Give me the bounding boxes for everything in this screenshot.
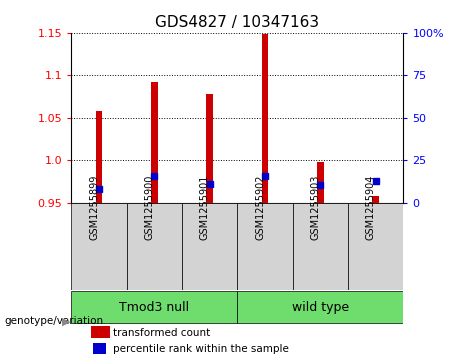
Text: transformed count: transformed count bbox=[113, 328, 210, 338]
Bar bbox=[93, 343, 106, 354]
Bar bbox=[262, 34, 268, 203]
Text: genotype/variation: genotype/variation bbox=[5, 316, 104, 326]
Bar bbox=[207, 94, 213, 203]
Bar bbox=[96, 111, 102, 203]
Bar bbox=[151, 82, 158, 203]
FancyBboxPatch shape bbox=[127, 203, 182, 290]
Title: GDS4827 / 10347163: GDS4827 / 10347163 bbox=[155, 15, 319, 30]
Text: GSM1255904: GSM1255904 bbox=[366, 174, 376, 240]
Text: GSM1255901: GSM1255901 bbox=[200, 174, 210, 240]
FancyBboxPatch shape bbox=[348, 203, 403, 290]
Text: GSM1255899: GSM1255899 bbox=[89, 174, 99, 240]
Text: wild type: wild type bbox=[292, 301, 349, 314]
Text: GSM1255903: GSM1255903 bbox=[310, 174, 320, 240]
Text: percentile rank within the sample: percentile rank within the sample bbox=[113, 344, 289, 354]
FancyBboxPatch shape bbox=[71, 203, 127, 290]
FancyBboxPatch shape bbox=[71, 291, 237, 323]
Text: ▶: ▶ bbox=[62, 316, 71, 326]
FancyBboxPatch shape bbox=[182, 203, 237, 290]
Text: GSM1255900: GSM1255900 bbox=[144, 174, 154, 240]
Bar bbox=[372, 196, 379, 203]
Bar bbox=[317, 162, 324, 203]
FancyBboxPatch shape bbox=[237, 291, 403, 323]
Bar bbox=[91, 326, 110, 338]
Text: GSM1255902: GSM1255902 bbox=[255, 174, 265, 240]
Text: Tmod3 null: Tmod3 null bbox=[119, 301, 189, 314]
FancyBboxPatch shape bbox=[237, 203, 293, 290]
FancyBboxPatch shape bbox=[293, 203, 348, 290]
